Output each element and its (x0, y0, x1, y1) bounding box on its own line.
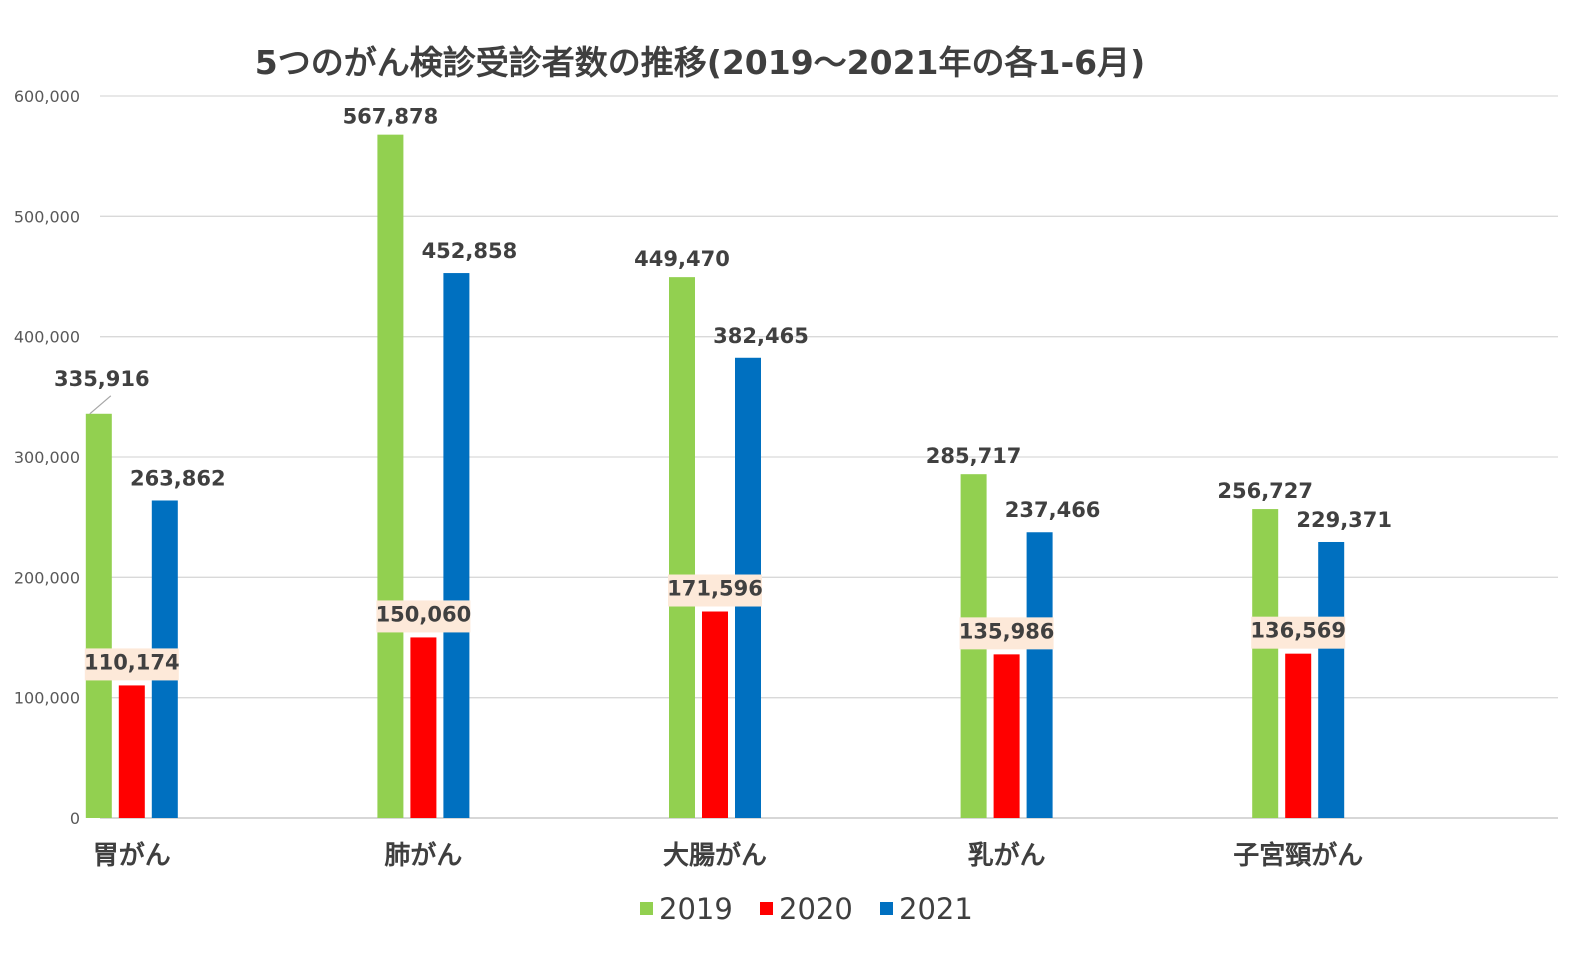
bar-2019 (669, 277, 695, 818)
y-tick-label: 0 (70, 809, 80, 828)
category-label: 乳がん (968, 840, 1046, 871)
y-tick-label: 100,000 (14, 689, 80, 708)
data-label-background (376, 600, 471, 633)
legend-swatch-2020 (760, 902, 773, 915)
bar-2021 (443, 273, 470, 818)
y-tick-label: 300,000 (14, 448, 80, 467)
bar-2019 (1252, 509, 1279, 818)
legend-label: 2020 (779, 892, 853, 926)
data-label: 229,371 (1296, 508, 1392, 532)
data-label: 135,986 (959, 619, 1055, 643)
data-label: 382,465 (713, 324, 809, 348)
data-label: 263,862 (130, 466, 226, 490)
bar-2020 (1285, 653, 1312, 818)
data-label-leader-line (89, 395, 112, 415)
data-label-background (1251, 616, 1346, 649)
chart-title: 5つのがん検診受診者数の推移(2019～2021年の各1-6月) (254, 43, 1146, 82)
data-label: 150,060 (376, 602, 472, 626)
bar-2020 (993, 654, 1020, 818)
data-label: 237,466 (1005, 498, 1101, 522)
category-label: 子宮頸がん (1233, 840, 1363, 871)
bar-2020 (118, 685, 145, 818)
legend-label: 2021 (899, 892, 973, 926)
bar-2019 (377, 134, 404, 819)
category-label: 大腸がん (663, 840, 767, 871)
data-label: 171,596 (667, 577, 763, 601)
legend-swatch-2021 (880, 902, 893, 915)
y-tick-label: 600,000 (14, 87, 80, 106)
y-tick-label: 500,000 (14, 207, 80, 226)
data-label: 335,916 (54, 367, 150, 391)
data-label-background (959, 617, 1054, 650)
data-label-background (84, 648, 179, 681)
data-label: 449,470 (634, 247, 730, 271)
bar-2020 (702, 611, 728, 818)
legend-label: 2019 (659, 892, 733, 926)
bar-2021 (1318, 541, 1345, 818)
y-tick-label: 200,000 (14, 568, 80, 587)
data-label: 285,717 (926, 444, 1022, 468)
legend-swatch-2019 (640, 902, 653, 915)
bar-2020 (410, 637, 437, 818)
category-label: 肺がん (384, 840, 462, 871)
category-label: 胃がん (93, 840, 171, 871)
y-tick-label: 400,000 (14, 328, 80, 347)
data-label: 136,569 (1250, 619, 1346, 643)
data-label: 452,858 (422, 239, 518, 263)
bar-2021 (1026, 532, 1053, 818)
data-label: 567,878 (343, 105, 439, 129)
data-label-background (668, 574, 762, 607)
data-label: 110,174 (84, 650, 180, 674)
bar-2019 (85, 413, 112, 818)
data-label: 256,727 (1217, 479, 1313, 503)
